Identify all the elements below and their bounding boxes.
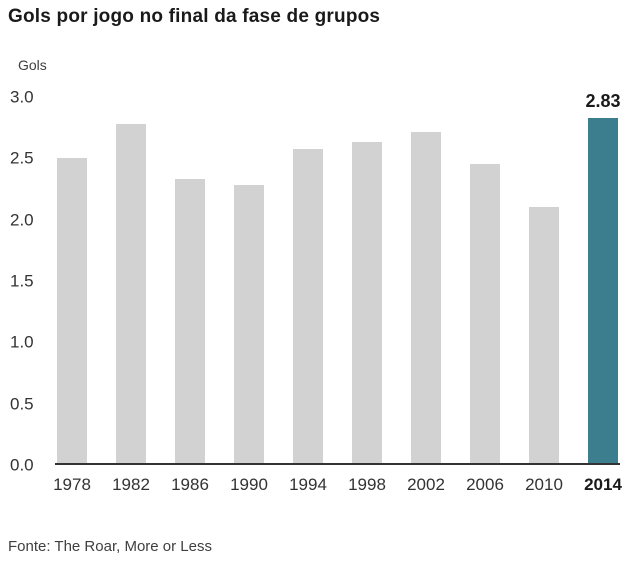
bars-container: 1978 1982 1986 1990 1994 1998 2002 2006 2010 2014… — [53, 91, 622, 494]
bar-slot: 1986 — [171, 97, 209, 494]
y-axis: 0.0 0.5 1.0 1.5 2.0 2.5 3.0 — [10, 89, 50, 474]
bar — [57, 158, 87, 463]
x-tick-label: 1990 — [230, 475, 268, 494]
y-tick-label: 1.0 — [10, 332, 34, 352]
bar-slot: 2010 — [525, 97, 563, 494]
x-tick-label: 1986 — [171, 475, 209, 494]
x-tick-label: 1994 — [289, 475, 327, 494]
bar-value-label: 2.83 — [585, 90, 621, 111]
bar — [175, 178, 205, 463]
y-tick-label: 1.5 — [10, 271, 34, 291]
x-tick-label: 2014 — [584, 475, 622, 494]
bar-slot: 1982 — [112, 97, 150, 494]
bar — [352, 142, 382, 463]
y-axis-label: Gols — [18, 57, 47, 73]
bar — [411, 132, 441, 463]
y-tick-label: 0.0 — [10, 455, 34, 475]
bar-slot: 2014 2.83 — [584, 91, 622, 494]
bar-slot: 1994 — [289, 97, 327, 494]
bar-slot: 1990 — [230, 97, 268, 494]
bar-slot: 1978 — [53, 97, 91, 494]
y-tick-label: 0.5 — [10, 394, 34, 414]
bar-highlight — [588, 117, 618, 463]
bar-slot: 2006 — [466, 97, 504, 494]
bar — [293, 149, 323, 463]
x-tick-label: 1982 — [112, 475, 150, 494]
x-tick-label: 1998 — [348, 475, 386, 494]
bar — [470, 164, 500, 463]
bar-slot: 2002 — [407, 97, 445, 494]
x-tick-label: 2002 — [407, 475, 445, 494]
y-tick-label: 2.0 — [10, 210, 34, 230]
x-tick-label: 2010 — [525, 475, 563, 494]
bar — [234, 184, 264, 463]
x-tick-label: 2006 — [466, 475, 504, 494]
bar — [529, 206, 559, 463]
y-tick-label: 2.5 — [10, 148, 34, 168]
bar — [116, 123, 146, 463]
plot-area: 0.0 0.5 1.0 1.5 2.0 2.5 3.0 1978 1982 1986 1990 19… — [0, 89, 640, 495]
bar-slot: 1998 — [348, 97, 386, 494]
x-tick-label: 1978 — [53, 475, 91, 494]
source-text: Fonte: The Roar, More or Less — [8, 538, 212, 555]
chart-title: Gols por jogo no final da fase de grupos — [8, 6, 381, 27]
y-tick-label: 3.0 — [10, 87, 34, 107]
